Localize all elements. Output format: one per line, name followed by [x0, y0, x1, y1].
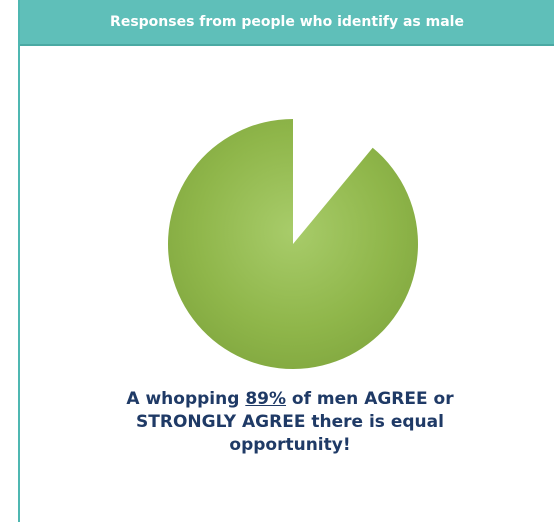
caption-part2: of men AGREE or STRONGLY AGREE there is … — [136, 389, 454, 455]
pie-slice-0 — [167, 119, 418, 370]
caption-percent: 89% — [245, 389, 287, 409]
summary-caption: A whopping 89% of men AGREE or STRONGLY … — [120, 388, 460, 457]
pie-chart — [167, 119, 418, 370]
pie-slices — [167, 119, 418, 370]
response-panel: Responses from people who identify as ma… — [18, 0, 554, 522]
panel-header: Responses from people who identify as ma… — [20, 0, 554, 46]
panel-title: Responses from people who identify as ma… — [110, 14, 464, 30]
caption-part1: A whopping — [126, 389, 246, 409]
